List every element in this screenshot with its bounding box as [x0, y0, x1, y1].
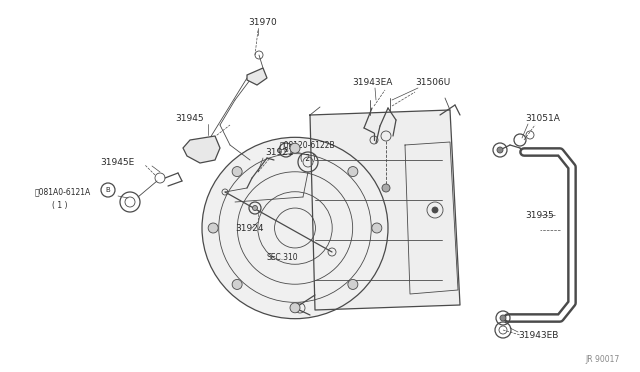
- Polygon shape: [247, 68, 267, 85]
- Circle shape: [208, 223, 218, 233]
- Circle shape: [497, 147, 503, 153]
- Circle shape: [348, 167, 358, 177]
- Circle shape: [348, 279, 358, 289]
- Ellipse shape: [202, 137, 388, 319]
- Text: 31051A: 31051A: [525, 113, 560, 122]
- Text: 31943EB: 31943EB: [518, 330, 558, 340]
- Text: B: B: [284, 147, 289, 153]
- Circle shape: [232, 279, 242, 289]
- Text: 31924: 31924: [235, 224, 264, 232]
- Circle shape: [253, 205, 257, 211]
- Text: 31935: 31935: [525, 211, 554, 219]
- Circle shape: [232, 167, 242, 177]
- Text: 31943EA: 31943EA: [352, 77, 392, 87]
- Text: 31945: 31945: [175, 113, 204, 122]
- Text: Ⓑ081A0-6121A: Ⓑ081A0-6121A: [35, 187, 92, 196]
- Polygon shape: [183, 136, 220, 163]
- Text: 31945E: 31945E: [100, 157, 134, 167]
- Text: 31921: 31921: [265, 148, 294, 157]
- Text: SEC.310: SEC.310: [267, 253, 299, 263]
- Text: Ⓑ08120-6122B: Ⓑ08120-6122B: [280, 141, 335, 150]
- Text: ( 2 ): ( 2 ): [300, 154, 316, 163]
- Circle shape: [290, 143, 300, 153]
- Circle shape: [382, 184, 390, 192]
- Circle shape: [372, 223, 382, 233]
- Circle shape: [290, 303, 300, 313]
- Text: B: B: [106, 187, 110, 193]
- Text: 31970: 31970: [248, 17, 276, 26]
- Circle shape: [432, 207, 438, 213]
- Circle shape: [500, 315, 506, 321]
- Polygon shape: [310, 110, 460, 310]
- Text: 31506U: 31506U: [415, 77, 451, 87]
- Text: ( 1 ): ( 1 ): [52, 201, 67, 209]
- Text: JR 90017: JR 90017: [586, 356, 620, 365]
